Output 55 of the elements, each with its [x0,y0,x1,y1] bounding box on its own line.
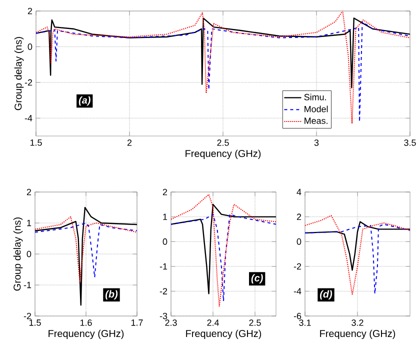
y-tick-label: 1 [27,220,32,226]
annotation: (a) [78,96,90,106]
x-tick-label: 1.6 [80,320,92,326]
annotation: (b) [106,290,118,300]
line-series [36,18,410,88]
x-tick-label: 2.5 [217,140,229,146]
y-tick-label: 2 [28,8,32,14]
annotation: (c) [251,274,263,284]
y-tick-label: 0 [26,250,32,258]
y-tick-label: 0 [28,44,32,50]
line-series [171,194,276,307]
line-series [171,204,276,294]
x-axis-title: Frequency (GHz) [320,330,396,339]
y-tick-label: 1 [163,214,168,220]
y-tick-label: -6 [294,312,302,320]
y-tick-label: -4 [294,288,302,294]
y-tick-label: -4 [24,115,32,122]
x-tick-label: 2.3 [165,320,177,326]
y-tick-label: -1 [24,282,32,288]
x-axis-title: Frequency (GHz) [186,330,262,339]
annotation: (d) [320,290,332,300]
x-axis-title: Frequency (GHz) [186,150,261,159]
legend-label: Simu. [304,94,326,100]
y-tick-label: -3 [160,312,168,320]
x-tick-label: 1.5 [29,320,41,326]
y-tick-label: -2 [24,312,32,320]
y-tick-label: -2 [294,263,302,270]
line-series [171,214,276,302]
y-tick-label: -1 [160,263,168,270]
x-tick-label: 3.5 [404,140,416,146]
y-tick-label: 0 [162,238,168,245]
y-tick-label: 2 [162,188,168,196]
line-series [35,206,137,306]
x-tick-label: 1.7 [131,320,143,326]
x-tick-label: 3.2 [352,320,364,326]
legend-label: Meas. [304,118,328,124]
y-tick-label: -2 [160,288,168,294]
x-tick-label: 2 [127,140,132,146]
x-tick-label: 2.5 [249,320,261,326]
line-series [35,222,137,278]
y-tick-label: 0 [296,238,302,245]
x-tick-label: 3 [314,140,319,146]
y-tick-label: 4 [296,188,302,196]
x-axis-title: Frequency (GHz) [48,330,124,339]
y-tick-label: 2 [26,188,32,196]
line-series [35,216,137,282]
x-tick-label: 1.5 [30,140,42,146]
line-series [305,221,410,271]
y-tick-label: 2 [296,214,302,220]
x-tick-label: 3.1 [299,320,311,326]
y-axis-title: Group delay (ns) [14,37,24,110]
legend-label: Model [304,106,328,112]
x-tick-label: 2.4 [207,320,219,326]
y-tick-label: -2 [24,79,32,86]
y-axis-title: Group delay (ns) [13,218,23,291]
